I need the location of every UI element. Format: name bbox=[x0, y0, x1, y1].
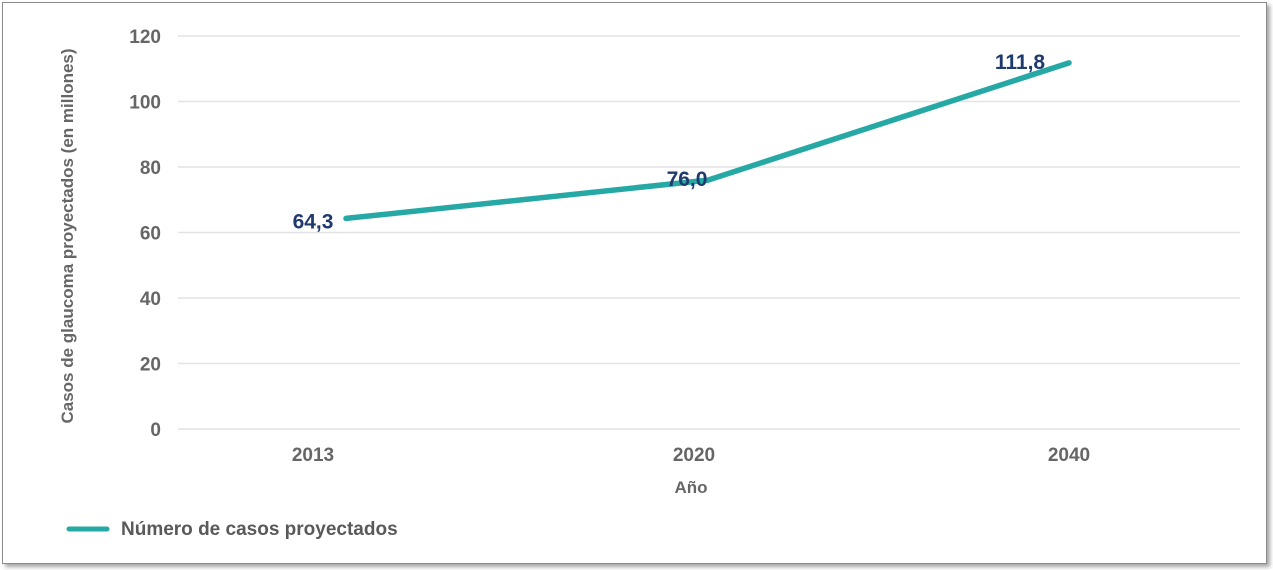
data-label: 76,0 bbox=[667, 168, 708, 191]
y-tick-label: 20 bbox=[140, 355, 161, 376]
chart-frame: 0 20 40 60 80 100 120 2013 2020 2040 Casos de gl… bbox=[2, 2, 1267, 564]
series-line bbox=[343, 60, 1072, 222]
data-labels: 64,3 76,0 111,8 bbox=[293, 51, 1046, 234]
data-label: 111,8 bbox=[995, 51, 1046, 74]
y-axis-title: Casos de glaucoma proyectados (en millon… bbox=[58, 48, 77, 423]
y-tick-label: 40 bbox=[140, 289, 161, 310]
y-tick-label: 120 bbox=[129, 27, 161, 48]
y-tick-label: 80 bbox=[140, 158, 161, 179]
data-label: 64,3 bbox=[293, 210, 334, 233]
legend-label: Número de casos proyectados bbox=[121, 519, 398, 540]
y-axis-ticks: 0 20 40 60 80 100 120 bbox=[129, 27, 161, 441]
x-tick-label: 2040 bbox=[1048, 445, 1090, 466]
legend: Número de casos proyectados bbox=[66, 519, 398, 540]
x-tick-label: 2020 bbox=[673, 445, 715, 466]
gridlines bbox=[178, 35, 1240, 430]
x-axis-ticks: 2013 2020 2040 bbox=[292, 445, 1090, 466]
series-group bbox=[343, 60, 1072, 222]
y-tick-label: 0 bbox=[150, 420, 161, 441]
x-axis-title: Año bbox=[674, 478, 707, 497]
y-tick-label: 100 bbox=[129, 93, 161, 114]
y-tick-label: 60 bbox=[140, 224, 161, 245]
x-tick-label: 2013 bbox=[292, 445, 334, 466]
